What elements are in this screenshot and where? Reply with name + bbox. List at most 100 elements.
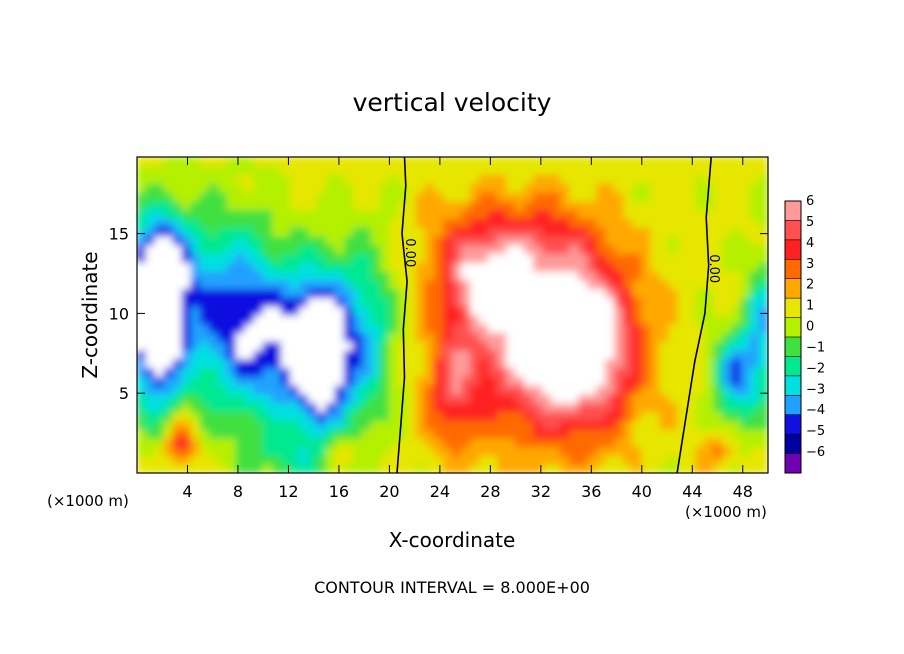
heatmap-cell [713,340,724,351]
heatmap-cell [722,244,733,255]
heatmap-cell [587,446,598,456]
heatmap-cell [289,463,300,473]
heatmap-cell [605,226,616,237]
heatmap-cell [452,454,463,465]
heatmap-cell [542,332,553,342]
heatmap-cell [686,305,697,316]
heatmap-cell [145,226,156,237]
heatmap-cell [569,288,580,298]
heatmap-cell [226,402,237,413]
heatmap-cell [677,323,688,334]
heatmap-cell [361,375,372,386]
heatmap-cell [235,463,246,473]
heatmap-cell [262,253,273,263]
heatmap-cell [461,384,472,395]
heatmap-cell [235,261,246,272]
heatmap-cell [758,235,768,246]
heatmap-cell [578,174,589,184]
heatmap-cell [632,402,643,413]
heatmap-cell [137,305,147,316]
heatmap-cell [289,226,300,237]
heatmap-cell [298,288,309,298]
heatmap-cell [424,261,435,272]
heatmap-cell [479,235,490,246]
heatmap-cell [154,411,165,421]
heatmap-cell [424,375,435,386]
heatmap-cell [740,209,751,219]
heatmap-cell [659,463,670,473]
heatmap-cell [334,367,345,377]
heatmap-cell [343,253,354,263]
heatmap-cell [533,279,544,290]
heatmap-cell [298,296,309,307]
heatmap-cell [316,270,327,281]
heatmap-cell [244,305,255,316]
heatmap-cell [361,314,372,325]
heatmap-cell [208,235,219,246]
heatmap-cell [415,411,426,421]
heatmap-cell [479,402,490,413]
heatmap-cell [587,314,598,325]
heatmap-cell [163,305,174,316]
heatmap-cell [632,419,643,430]
heatmap-cell [361,323,372,334]
heatmap-cell [172,165,183,176]
heatmap-cell [154,270,165,281]
heatmap-cell [515,463,526,473]
heatmap-cell [695,174,706,184]
heatmap-cell [632,270,643,281]
heatmap-cell [515,261,526,272]
heatmap-cell [497,261,508,272]
heatmap-cell [650,296,661,307]
heatmap-cell [190,253,201,263]
heatmap-cell [388,402,399,413]
heatmap-cell [199,437,210,448]
heatmap-cell [397,200,408,211]
heatmap-cell [253,314,264,325]
heatmap-cell [569,332,580,342]
heatmap-cell [280,217,291,228]
heatmap-cell [650,253,661,263]
heatmap-cell [578,384,589,395]
heatmap-cell [677,428,688,439]
heatmap-cell [379,305,390,316]
heatmap-cell [289,261,300,272]
heatmap-cell [226,323,237,334]
heatmap-cell [623,200,634,211]
heatmap-cell [551,314,562,325]
heatmap-cell [253,253,264,263]
heatmap-cell [379,226,390,237]
heatmap-cell [488,340,499,351]
heatmap-cell [253,200,264,211]
heatmap-cell [388,340,399,351]
heatmap-cell [596,165,607,176]
heatmap-cell [307,279,318,290]
heatmap-cell [569,226,580,237]
heatmap-cell [181,402,192,413]
heatmap-cell [262,393,273,404]
heatmap-cell [415,384,426,395]
heatmap-cell [442,288,453,298]
heatmap-cell [695,463,706,473]
heatmap-cell [713,454,724,465]
heatmap-cell [686,358,697,369]
heatmap-cell [190,296,201,307]
heatmap-cell [713,375,724,386]
heatmap-cell [361,296,372,307]
heatmap-cell [379,165,390,176]
heatmap-cell [163,367,174,377]
heatmap-cell [370,200,381,211]
heatmap-cell [379,182,390,193]
heatmap-cell [677,402,688,413]
heatmap-cell [632,375,643,386]
heatmap-cell [758,174,768,184]
heatmap-cell [379,200,390,211]
heatmap-cell [334,375,345,386]
heatmap-cell [433,402,444,413]
heatmap-cell [415,446,426,456]
heatmap-cell [749,367,760,377]
heatmap-cell [388,305,399,316]
heatmap-cell [650,209,661,219]
heatmap-cell [280,279,291,290]
heatmap-cell [524,375,535,386]
